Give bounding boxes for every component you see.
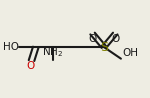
Text: O: O <box>88 34 97 44</box>
Text: OH: OH <box>122 48 138 58</box>
Text: NH$_2$: NH$_2$ <box>42 45 63 59</box>
Text: O: O <box>26 61 34 71</box>
Text: O: O <box>111 34 119 44</box>
Text: S: S <box>100 41 108 54</box>
Text: HO: HO <box>3 42 19 52</box>
